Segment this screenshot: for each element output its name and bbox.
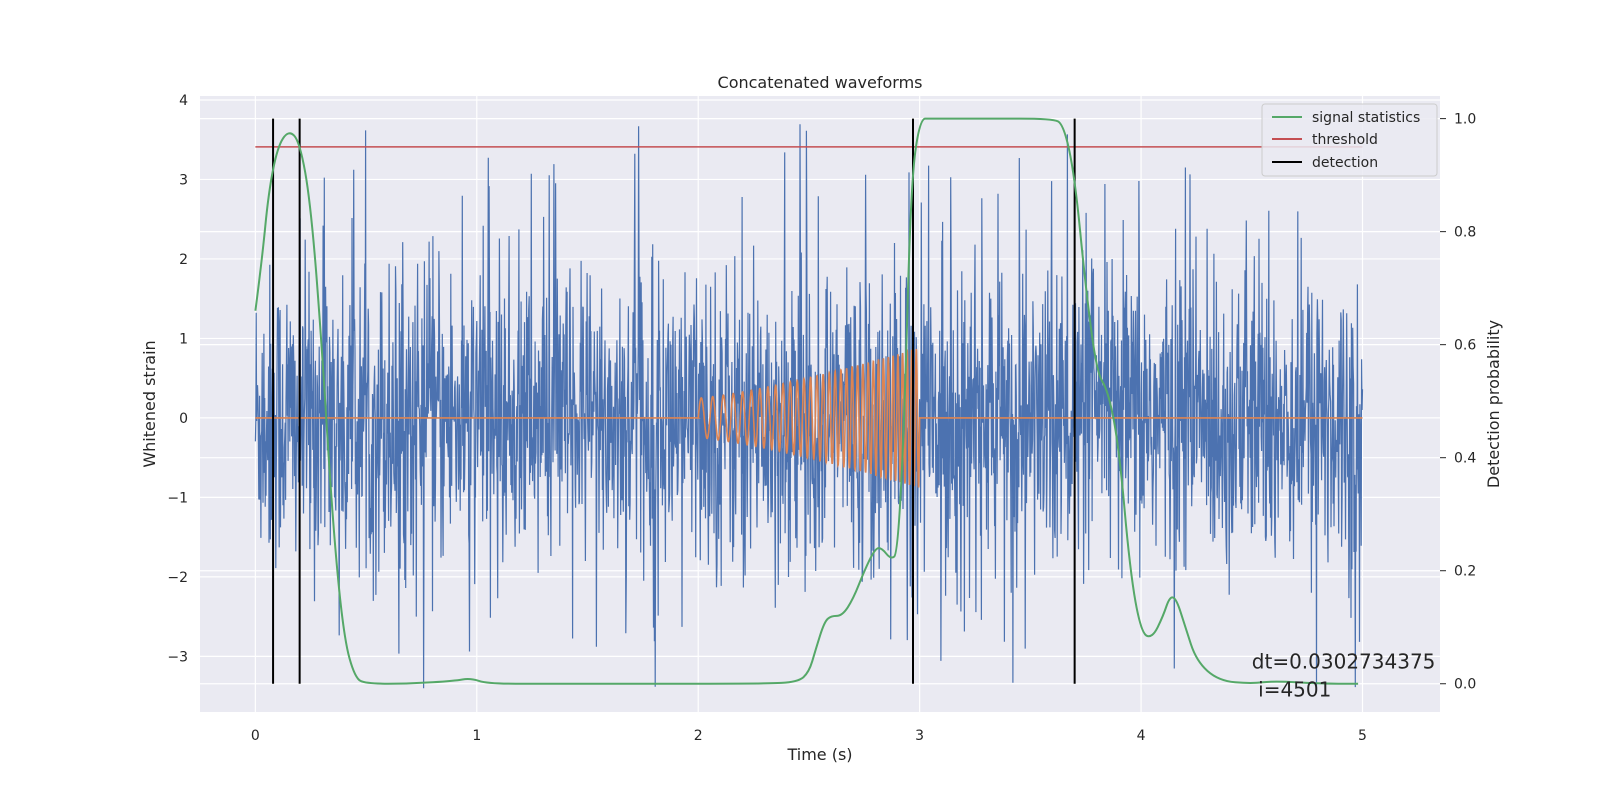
y-tick-label: −2	[167, 570, 188, 586]
y-right-tick-label: 0.6	[1454, 338, 1476, 354]
x-tick-label: 5	[1358, 728, 1367, 744]
y-tick-label: −3	[167, 649, 188, 665]
legend-label-threshold: threshold	[1312, 132, 1378, 148]
series-injection-waveform	[255, 348, 1363, 488]
y-right-axis-ticks: 0.0 0.2 0.4 0.6 0.8 1.0	[1440, 112, 1476, 693]
x-axis-label: Time (s)	[786, 745, 852, 764]
y-axis-ticks: −3 −2 −1 0 1 2 3 4	[167, 93, 188, 665]
y-right-tick-label: 0.2	[1454, 564, 1476, 580]
x-tick-label: 1	[472, 728, 481, 744]
y-right-tick-label: 1.0	[1454, 112, 1476, 128]
x-axis-ticks: 0 1 2 3 4 5	[251, 728, 1367, 744]
series-signal-statistics	[254, 117, 1359, 685]
x-tick-label: 3	[915, 728, 924, 744]
y-tick-label: 2	[179, 252, 188, 268]
x-tick-label: 4	[1137, 728, 1146, 744]
y-right-axis-label: Detection probability	[1484, 320, 1503, 488]
detection-lines	[272, 118, 1076, 684]
x-tick-label: 2	[694, 728, 703, 744]
annotation-dt: dt=0.0302734375	[1252, 649, 1436, 673]
y-tick-label: 0	[179, 411, 188, 427]
annotation: dt=0.0302734375 i=4501	[1252, 649, 1436, 701]
annotation-index: i=4501	[1252, 677, 1332, 701]
y-right-tick-label: 0.0	[1454, 677, 1476, 693]
y-tick-label: 4	[179, 93, 188, 109]
y-right-tick-label: 0.8	[1454, 225, 1476, 241]
legend-box	[1261, 103, 1438, 177]
x-tick-label: 0	[251, 728, 260, 744]
chart-title: Concatenated waveforms	[718, 73, 923, 92]
y-right-tick-label: 0.4	[1454, 451, 1476, 467]
y-tick-label: −1	[167, 490, 188, 506]
y-axis-label: Whitened strain	[140, 340, 159, 467]
y-tick-label: 3	[179, 172, 188, 188]
y-tick-label: 1	[179, 331, 188, 347]
legend: signal statistics threshold detection	[1261, 103, 1438, 177]
legend-label-signal-statistics: signal statistics	[1312, 110, 1420, 126]
legend-label-detection: detection	[1312, 155, 1378, 171]
